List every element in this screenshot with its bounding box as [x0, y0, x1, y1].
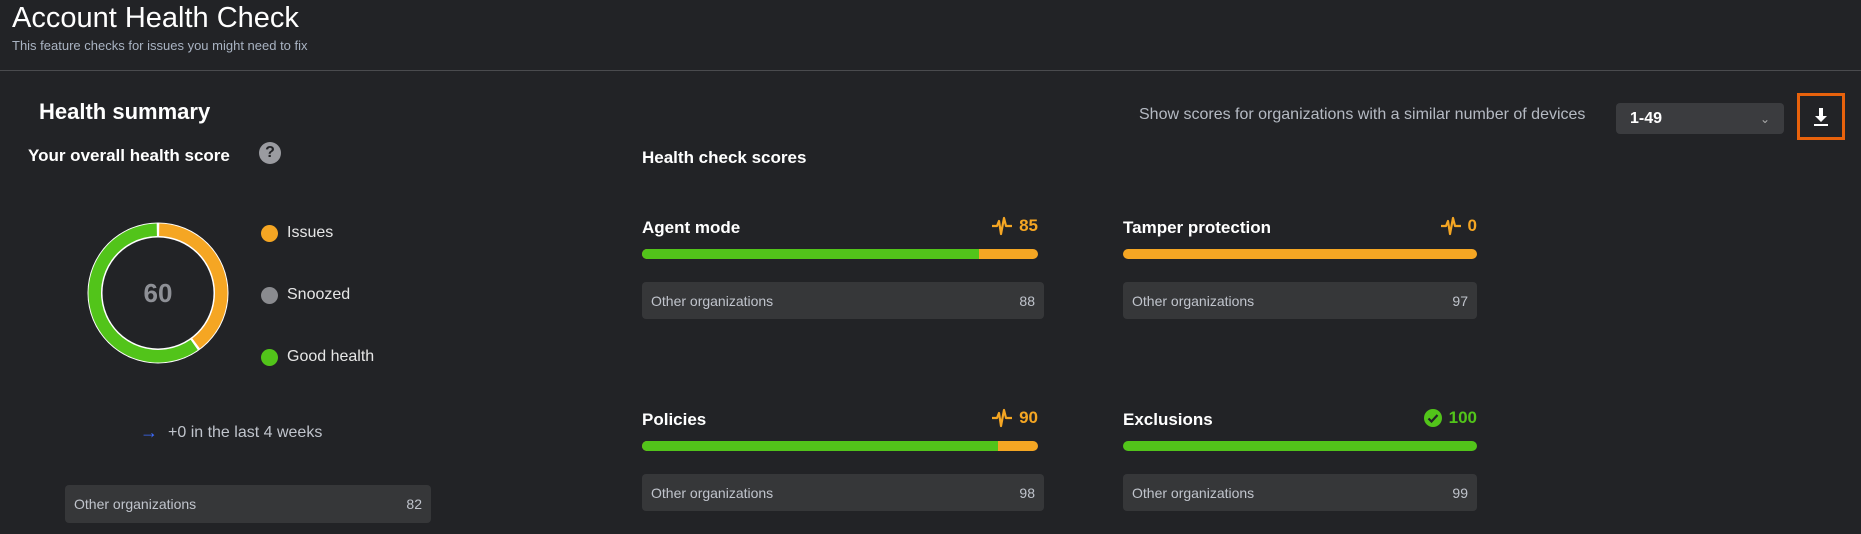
trend-text: +0 in the last 4 weeks [168, 423, 323, 441]
filter-label: Show scores for organizations with a sim… [1139, 106, 1586, 123]
other-orgs-value: 98 [1019, 484, 1035, 501]
legend-label: Good health [287, 348, 375, 365]
divider [0, 70, 1861, 71]
arrow-right-icon: → [140, 422, 158, 442]
score-card-title: Exclusions [1123, 410, 1213, 429]
other-orgs-label: Other organizations [1132, 292, 1255, 309]
score-card-title: Policies [642, 410, 707, 429]
legend-issues: Issues [261, 224, 333, 242]
score-bar [1123, 249, 1477, 259]
score-value: 85 [1019, 216, 1038, 235]
donut-score: 60 [144, 278, 173, 308]
overall-score-label: Your overall health score [28, 146, 230, 165]
download-button[interactable] [1797, 93, 1845, 140]
score-trend: → +0 in the last 4 weeks [140, 422, 322, 443]
check-circle-icon [1423, 409, 1442, 427]
score-value: 0 [1467, 216, 1477, 235]
score-card-title: Agent mode [642, 218, 741, 237]
health-summary-title: Health summary [39, 99, 211, 124]
score-value: 100 [1448, 408, 1477, 427]
score-bar [642, 441, 1038, 451]
score-card-score: 100 [1417, 408, 1477, 428]
other-orgs-value: 99 [1452, 484, 1468, 501]
other-orgs-label: Other organizations [1132, 484, 1255, 501]
good-dot-icon [261, 348, 278, 366]
other-orgs-value: 97 [1452, 292, 1468, 309]
snoozed-dot-icon [261, 286, 278, 304]
other-orgs-box: Other organizations 99 [1123, 474, 1477, 511]
page-subtitle: This feature checks for issues you might… [12, 38, 308, 53]
other-orgs-box: Other organizations 88 [642, 282, 1044, 319]
score-card-score: 0 [1417, 216, 1477, 236]
donut-segment-issues [159, 223, 228, 349]
donut-hole [102, 237, 214, 349]
issues-dot-icon [261, 224, 278, 242]
chevron-down-icon: ⌄ [1759, 111, 1770, 126]
score-card-score: 90 [978, 408, 1038, 428]
other-orgs-label: Other organizations [651, 484, 774, 501]
page-title: Account Health Check [12, 2, 299, 34]
health-check-scores-title: Health check scores [642, 148, 807, 167]
score-bar [1123, 441, 1477, 451]
score-bar-fill [1123, 441, 1477, 451]
score-card-title: Tamper protection [1123, 218, 1271, 237]
other-orgs-value: 88 [1019, 292, 1035, 309]
legend-label: Issues [287, 224, 334, 241]
legend-label: Snoozed [287, 286, 351, 303]
other-orgs-box: Other organizations 98 [642, 474, 1044, 511]
other-orgs-overall: Other organizations 82 [65, 485, 431, 523]
score-bar-fill [642, 441, 999, 451]
score-bar-fill [642, 249, 979, 259]
score-card-score: 85 [978, 216, 1038, 236]
health-donut: 60 [87, 222, 229, 364]
legend-good-health: Good health [261, 348, 374, 366]
pulse-icon [1440, 216, 1461, 236]
pulse-icon [992, 408, 1013, 428]
other-orgs-box: Other organizations 97 [1123, 282, 1477, 319]
pulse-icon [992, 216, 1013, 236]
legend-snoozed: Snoozed [261, 286, 350, 304]
other-orgs-value: 82 [406, 496, 422, 512]
select-value: 1-49 [1630, 109, 1663, 127]
device-count-select[interactable]: 1-49 ⌄ [1616, 103, 1784, 134]
help-icon[interactable]: ? [259, 142, 281, 164]
donut-segment-good [88, 223, 198, 363]
download-icon [1814, 107, 1828, 126]
score-value: 90 [1019, 408, 1038, 427]
other-orgs-label: Other organizations [74, 496, 197, 512]
other-orgs-label: Other organizations [651, 292, 774, 309]
score-bar [642, 249, 1038, 259]
